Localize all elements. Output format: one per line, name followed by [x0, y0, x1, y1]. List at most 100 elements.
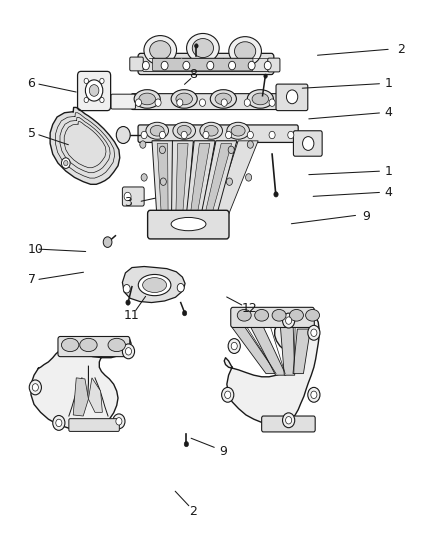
Polygon shape	[186, 141, 215, 215]
FancyBboxPatch shape	[122, 187, 144, 206]
FancyBboxPatch shape	[261, 416, 315, 432]
Ellipse shape	[306, 310, 320, 321]
FancyBboxPatch shape	[148, 211, 229, 239]
Circle shape	[113, 414, 125, 429]
Circle shape	[311, 391, 317, 399]
Ellipse shape	[139, 93, 155, 105]
Text: 9: 9	[363, 209, 371, 223]
Ellipse shape	[204, 125, 218, 136]
Circle shape	[183, 61, 190, 70]
Circle shape	[32, 384, 39, 391]
Circle shape	[222, 387, 234, 402]
Circle shape	[308, 325, 320, 340]
Text: 11: 11	[124, 309, 140, 322]
Ellipse shape	[150, 125, 164, 136]
Circle shape	[283, 413, 295, 427]
Circle shape	[53, 416, 65, 430]
FancyBboxPatch shape	[111, 94, 135, 109]
Polygon shape	[152, 141, 177, 215]
Ellipse shape	[150, 41, 171, 60]
Circle shape	[116, 126, 130, 143]
Circle shape	[123, 285, 130, 293]
Ellipse shape	[252, 93, 268, 105]
Circle shape	[159, 146, 166, 154]
Text: 1: 1	[385, 165, 392, 177]
Ellipse shape	[144, 36, 177, 64]
Ellipse shape	[176, 93, 192, 105]
Circle shape	[194, 44, 198, 48]
FancyBboxPatch shape	[138, 53, 274, 75]
Circle shape	[303, 136, 314, 150]
Ellipse shape	[171, 217, 206, 231]
Ellipse shape	[138, 274, 171, 296]
Polygon shape	[172, 141, 193, 215]
Ellipse shape	[80, 338, 97, 352]
FancyBboxPatch shape	[276, 84, 308, 111]
FancyBboxPatch shape	[152, 58, 253, 71]
Text: 4: 4	[385, 106, 392, 119]
FancyBboxPatch shape	[131, 94, 278, 110]
Polygon shape	[73, 378, 88, 416]
Circle shape	[286, 90, 298, 104]
Ellipse shape	[215, 93, 232, 105]
Circle shape	[116, 418, 122, 425]
Polygon shape	[215, 141, 258, 215]
Circle shape	[122, 344, 134, 359]
Circle shape	[64, 160, 68, 166]
Circle shape	[89, 85, 99, 96]
Circle shape	[155, 99, 161, 107]
Ellipse shape	[231, 125, 245, 136]
Circle shape	[226, 178, 233, 185]
Polygon shape	[173, 141, 193, 215]
Ellipse shape	[171, 90, 197, 108]
FancyBboxPatch shape	[58, 336, 130, 357]
Text: 7: 7	[28, 273, 35, 286]
Circle shape	[269, 99, 275, 107]
Ellipse shape	[143, 278, 166, 293]
Text: 1: 1	[385, 77, 392, 90]
Circle shape	[288, 131, 294, 139]
Circle shape	[125, 348, 131, 355]
Circle shape	[141, 131, 147, 139]
Ellipse shape	[173, 122, 195, 139]
FancyBboxPatch shape	[69, 419, 119, 431]
Ellipse shape	[108, 338, 125, 352]
Circle shape	[183, 311, 187, 316]
FancyBboxPatch shape	[130, 57, 143, 71]
Circle shape	[85, 80, 103, 101]
Ellipse shape	[187, 34, 219, 63]
Polygon shape	[152, 141, 173, 215]
Text: 2: 2	[189, 505, 197, 518]
Circle shape	[135, 99, 141, 107]
Circle shape	[225, 391, 231, 399]
Polygon shape	[157, 143, 168, 212]
Circle shape	[247, 141, 253, 148]
Polygon shape	[293, 329, 311, 374]
Circle shape	[274, 192, 278, 197]
Polygon shape	[189, 141, 215, 215]
FancyBboxPatch shape	[231, 308, 314, 327]
Ellipse shape	[200, 122, 223, 139]
Ellipse shape	[227, 122, 250, 139]
Text: 9: 9	[219, 445, 227, 457]
Circle shape	[244, 99, 251, 107]
Circle shape	[126, 300, 130, 305]
Circle shape	[56, 419, 62, 426]
Ellipse shape	[177, 125, 191, 136]
Ellipse shape	[192, 38, 213, 58]
Circle shape	[229, 61, 236, 70]
Circle shape	[161, 61, 168, 70]
Text: 6: 6	[28, 77, 35, 90]
Circle shape	[160, 178, 166, 185]
Circle shape	[228, 146, 234, 154]
Ellipse shape	[272, 310, 286, 321]
Ellipse shape	[229, 37, 261, 66]
Polygon shape	[202, 141, 237, 215]
Circle shape	[181, 131, 187, 139]
Circle shape	[228, 338, 240, 353]
Ellipse shape	[254, 310, 268, 321]
Ellipse shape	[134, 90, 160, 108]
Text: 10: 10	[28, 243, 43, 255]
Polygon shape	[191, 143, 210, 212]
Circle shape	[184, 441, 188, 447]
